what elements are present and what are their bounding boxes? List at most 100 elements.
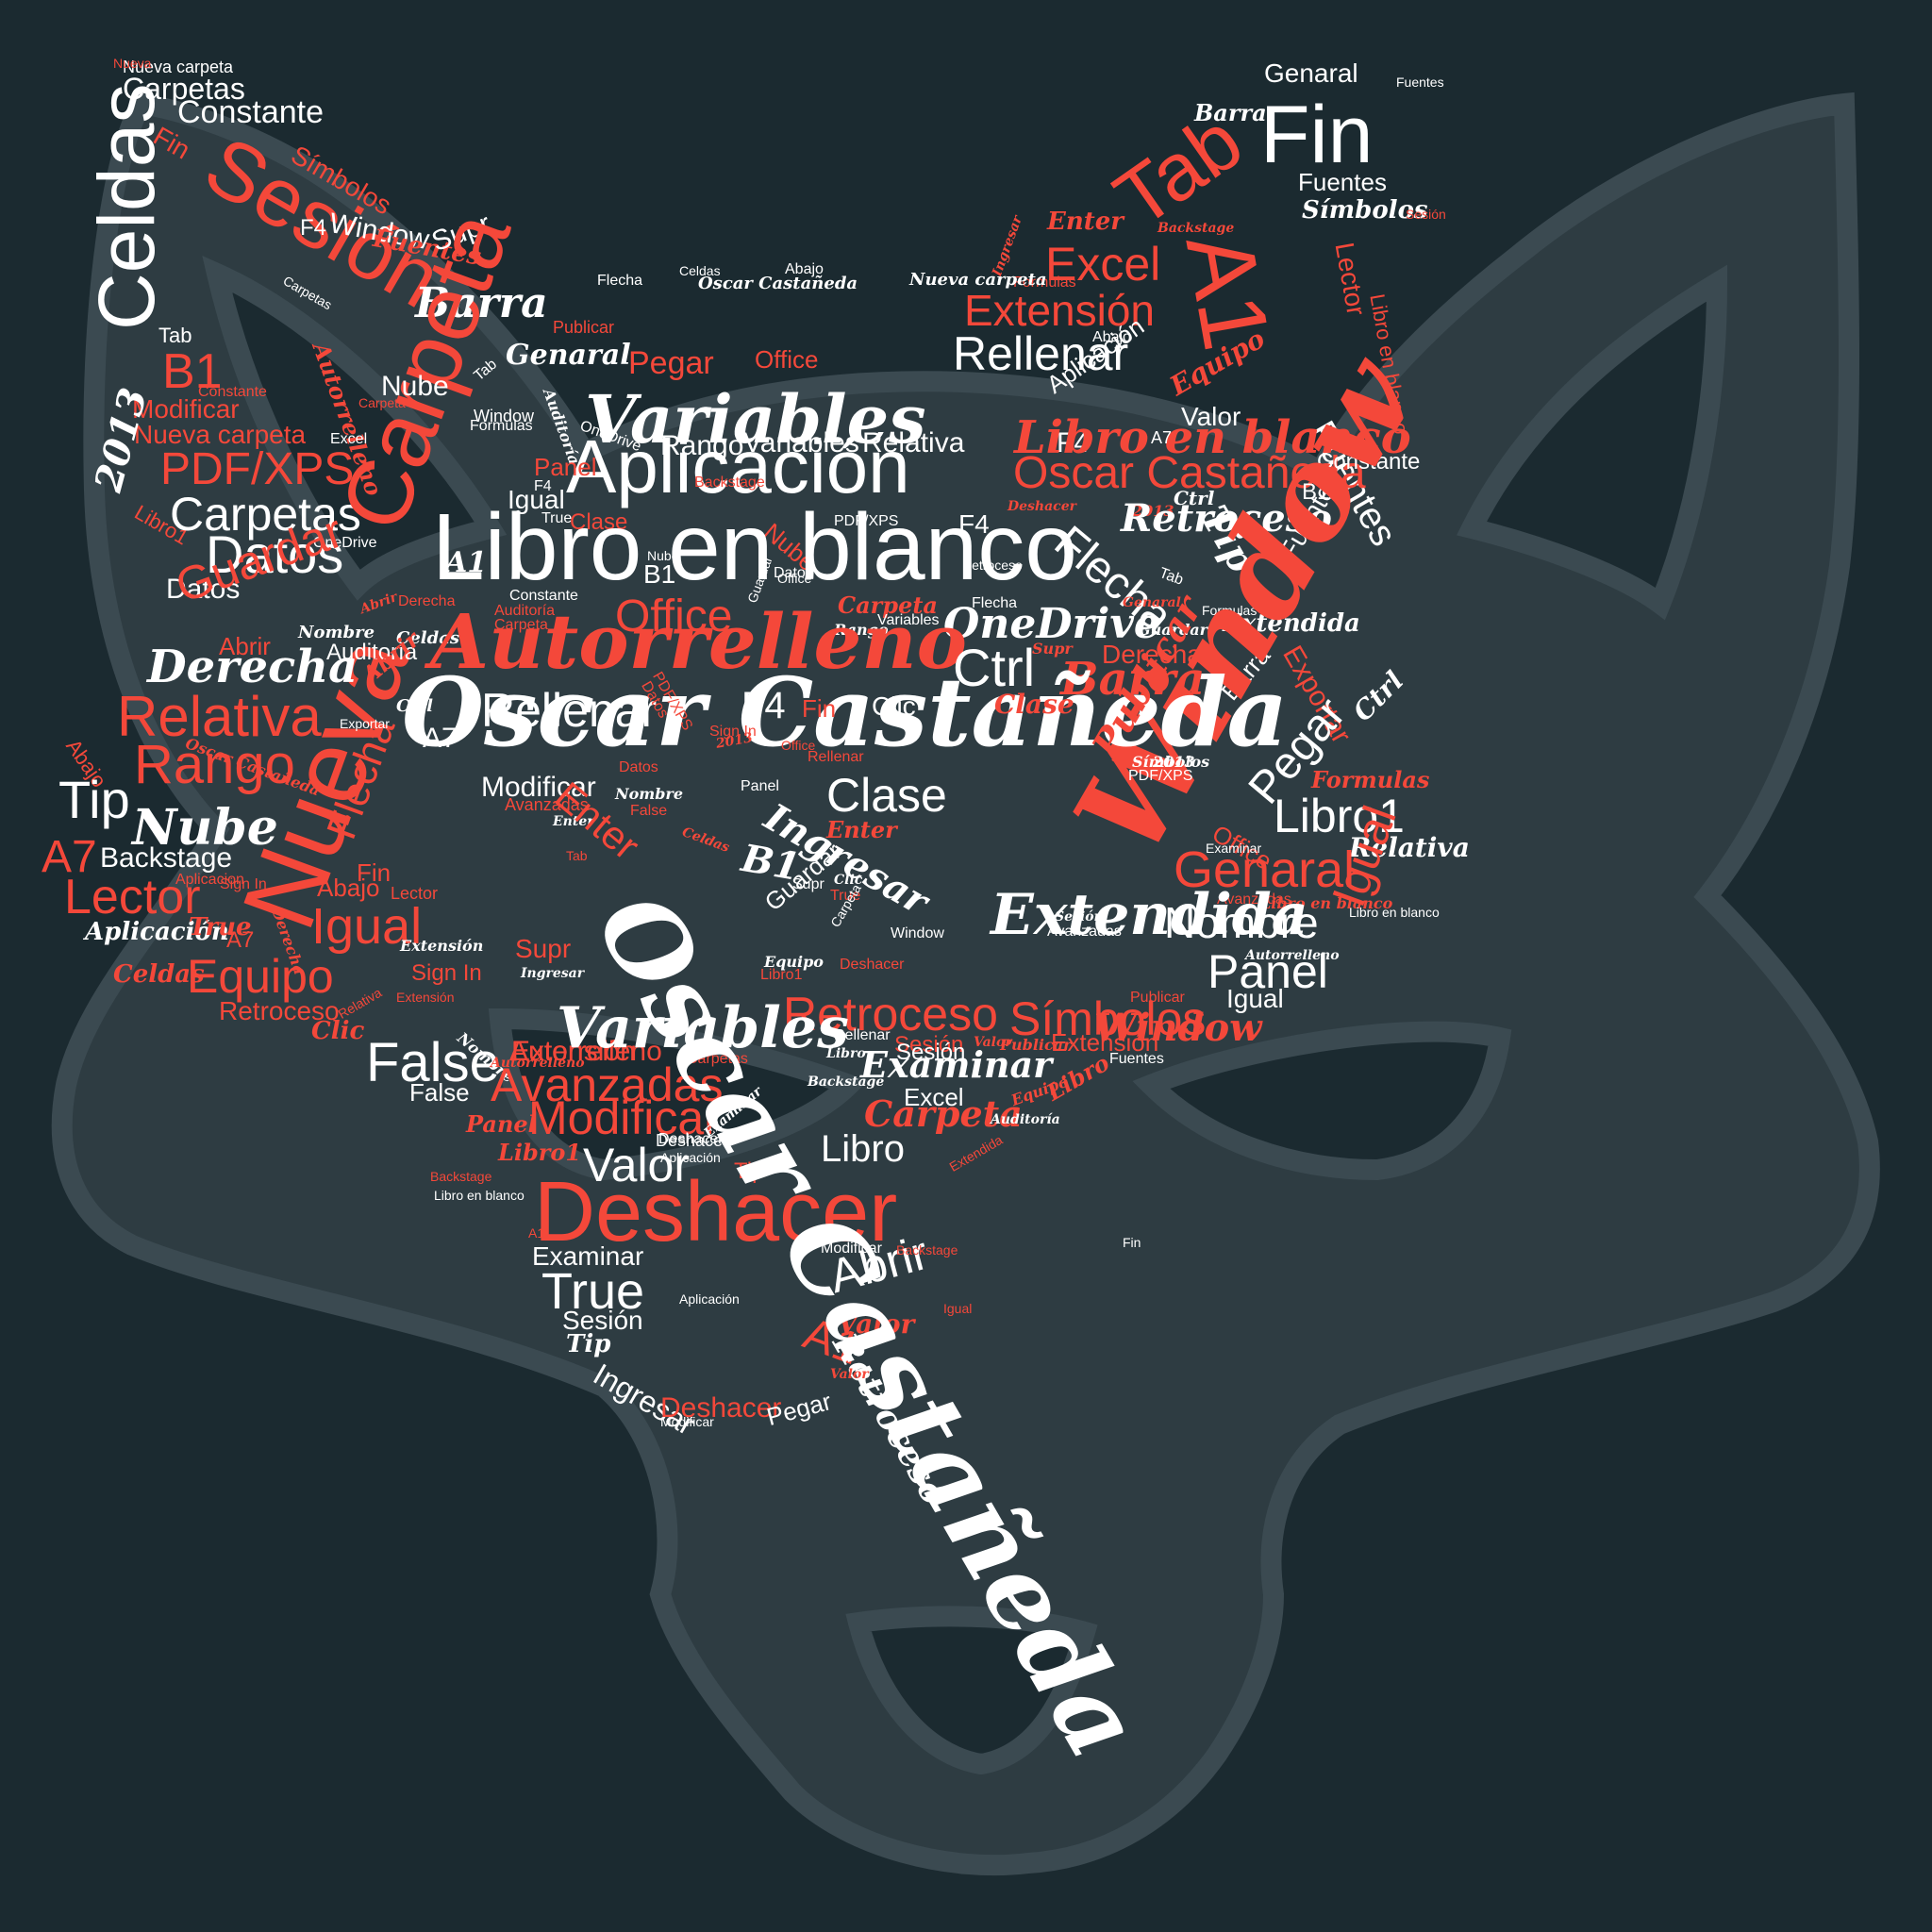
cloud-word: A7 [42,832,97,882]
cloud-word: A1 [528,1225,545,1241]
cloud-word: Sign In [220,876,267,892]
cloud-word: OneDrive [943,600,1160,648]
cloud-word: Valor [830,1367,869,1382]
fox-mask-outline [51,92,1880,1876]
cloud-word: Modificar [660,1414,714,1429]
cloud-word: Backstage [100,842,233,874]
cloud-word: Auditoría [991,1112,1060,1127]
cloud-word: Formulas [470,418,533,434]
cloud-word: Igual [508,485,565,514]
cloud-word: Nueva carpeta [909,270,1047,290]
cloud-word: Valor [583,1139,691,1191]
cloud-word: Nube [132,799,278,857]
cloud-word: Relativa [117,685,322,748]
cloud-word: Constante [198,384,267,400]
cloud-word: Office [615,591,733,641]
cloud-word: Clic [311,1017,365,1045]
cloud-word: Deshacer [534,1165,898,1259]
cloud-word: Derecha [398,593,456,609]
cloud-word: Lector [391,884,439,903]
cloud-word: Fuentes [1298,168,1387,196]
cloud-word: Examinar [860,1043,1053,1086]
cloud-word: Tab [566,848,588,863]
cloud-word: Ingresar [990,213,1026,279]
cloud-word: Deshacer [658,1131,724,1147]
cloud-word: Publicar [553,318,615,337]
cloud-word: B1 [643,559,676,589]
cloud-word: A1 [1165,225,1291,358]
cloud-word: Modificar [481,772,596,803]
cloud-word: Ctrl [396,696,433,716]
cloud-word: Tab [158,324,192,347]
cloud-word: False [409,1078,470,1107]
cloud-word: Aplicación [660,1150,721,1165]
cloud-word: Libro [1041,1048,1114,1107]
cloud-word: Libro en blanco [1260,894,1393,912]
cloud-word: Constante [177,94,324,130]
cloud-word: Celdas [82,83,171,330]
cloud-word: True [189,913,252,941]
cloud-word: Rango [134,734,295,795]
cloud-word: Genaral [1123,595,1181,610]
cloud-word: Celdas [679,824,732,856]
cloud-word: Fuentes [1396,75,1444,90]
cloud-word: Formulas [1311,766,1430,793]
cloud-word: Retroceso [783,988,998,1041]
cloud-word: Oscar Castañeda [698,274,858,293]
cloud-word: Excel [330,431,368,447]
cloud-word: Autorrelleno [491,1056,585,1071]
cloud-word: Libro en blanco [432,494,1077,600]
cloud-word: Retroceso [962,558,1023,573]
cloud-word: Extendida [1223,609,1360,638]
cloud-word: Clase [826,769,947,822]
cloud-word: Fin [802,694,837,723]
cloud-word: Oscar Castañeda [1013,448,1366,498]
cloud-word: Libro1 [498,1139,582,1166]
cloud-word: Fin [1260,90,1374,180]
cloud-word: Clase [994,689,1074,720]
cloud-word: Enter [1047,208,1124,236]
cloud-word: Abajo [785,261,824,277]
cloud-word: Sesión [896,1040,966,1065]
cloud-word: Constante [509,588,578,604]
cloud-word: Extendida [946,1131,1006,1174]
cloud-word: Ctrl [953,638,1036,697]
cloud-word: Valor [1181,402,1241,431]
cloud-word: Deshacer [840,957,905,973]
cloud-word: Abrir [358,590,400,618]
cloud-word: Libro1 [1274,790,1405,842]
cloud-word: Lector [64,870,201,924]
cloud-word: Datos [206,525,344,584]
cloud-word: Nueva carpeta [134,420,307,449]
cloud-word: Flecha [597,273,643,289]
cloud-word: Clic [872,691,916,721]
cloud-word: Flecha [972,595,1018,611]
cloud-word: Publicar [1130,990,1185,1006]
cloud-word: Barra [1194,99,1267,126]
cloud-word: Excel [904,1083,964,1111]
cloud-word: Igual [943,1301,973,1316]
cloud-word: True [541,1263,645,1320]
cloud-word: Nombre [1164,898,1319,947]
cloud-word: Libro en blanco [434,1188,525,1203]
cloud-word: Datos [619,759,658,775]
cloud-word: Deshacer [656,1131,729,1150]
cloud-word: Abrir [219,632,271,660]
cloud-word: Office [781,738,816,753]
cloud-word: Sign In [709,724,757,740]
cloud-word: Deshacer [660,1392,782,1424]
cloud-word: Autorrelleno [430,597,967,686]
cloud-word: 2013 [1132,502,1174,520]
cloud-word: Valor [838,1308,915,1340]
cloud-word: Clic [834,873,863,888]
cloud-word: PDF/XPS [834,513,899,529]
cloud-word: Backstage [694,475,765,491]
cloud-word: Símbolos [1302,196,1428,225]
cloud-word: Ctrl [1174,487,1215,509]
cloud-word: Avanzadas [505,795,589,814]
cloud-word: Ctrl [1346,665,1410,728]
cloud-word: Carpetas [170,488,361,541]
cloud-word: Window [1094,1006,1262,1050]
